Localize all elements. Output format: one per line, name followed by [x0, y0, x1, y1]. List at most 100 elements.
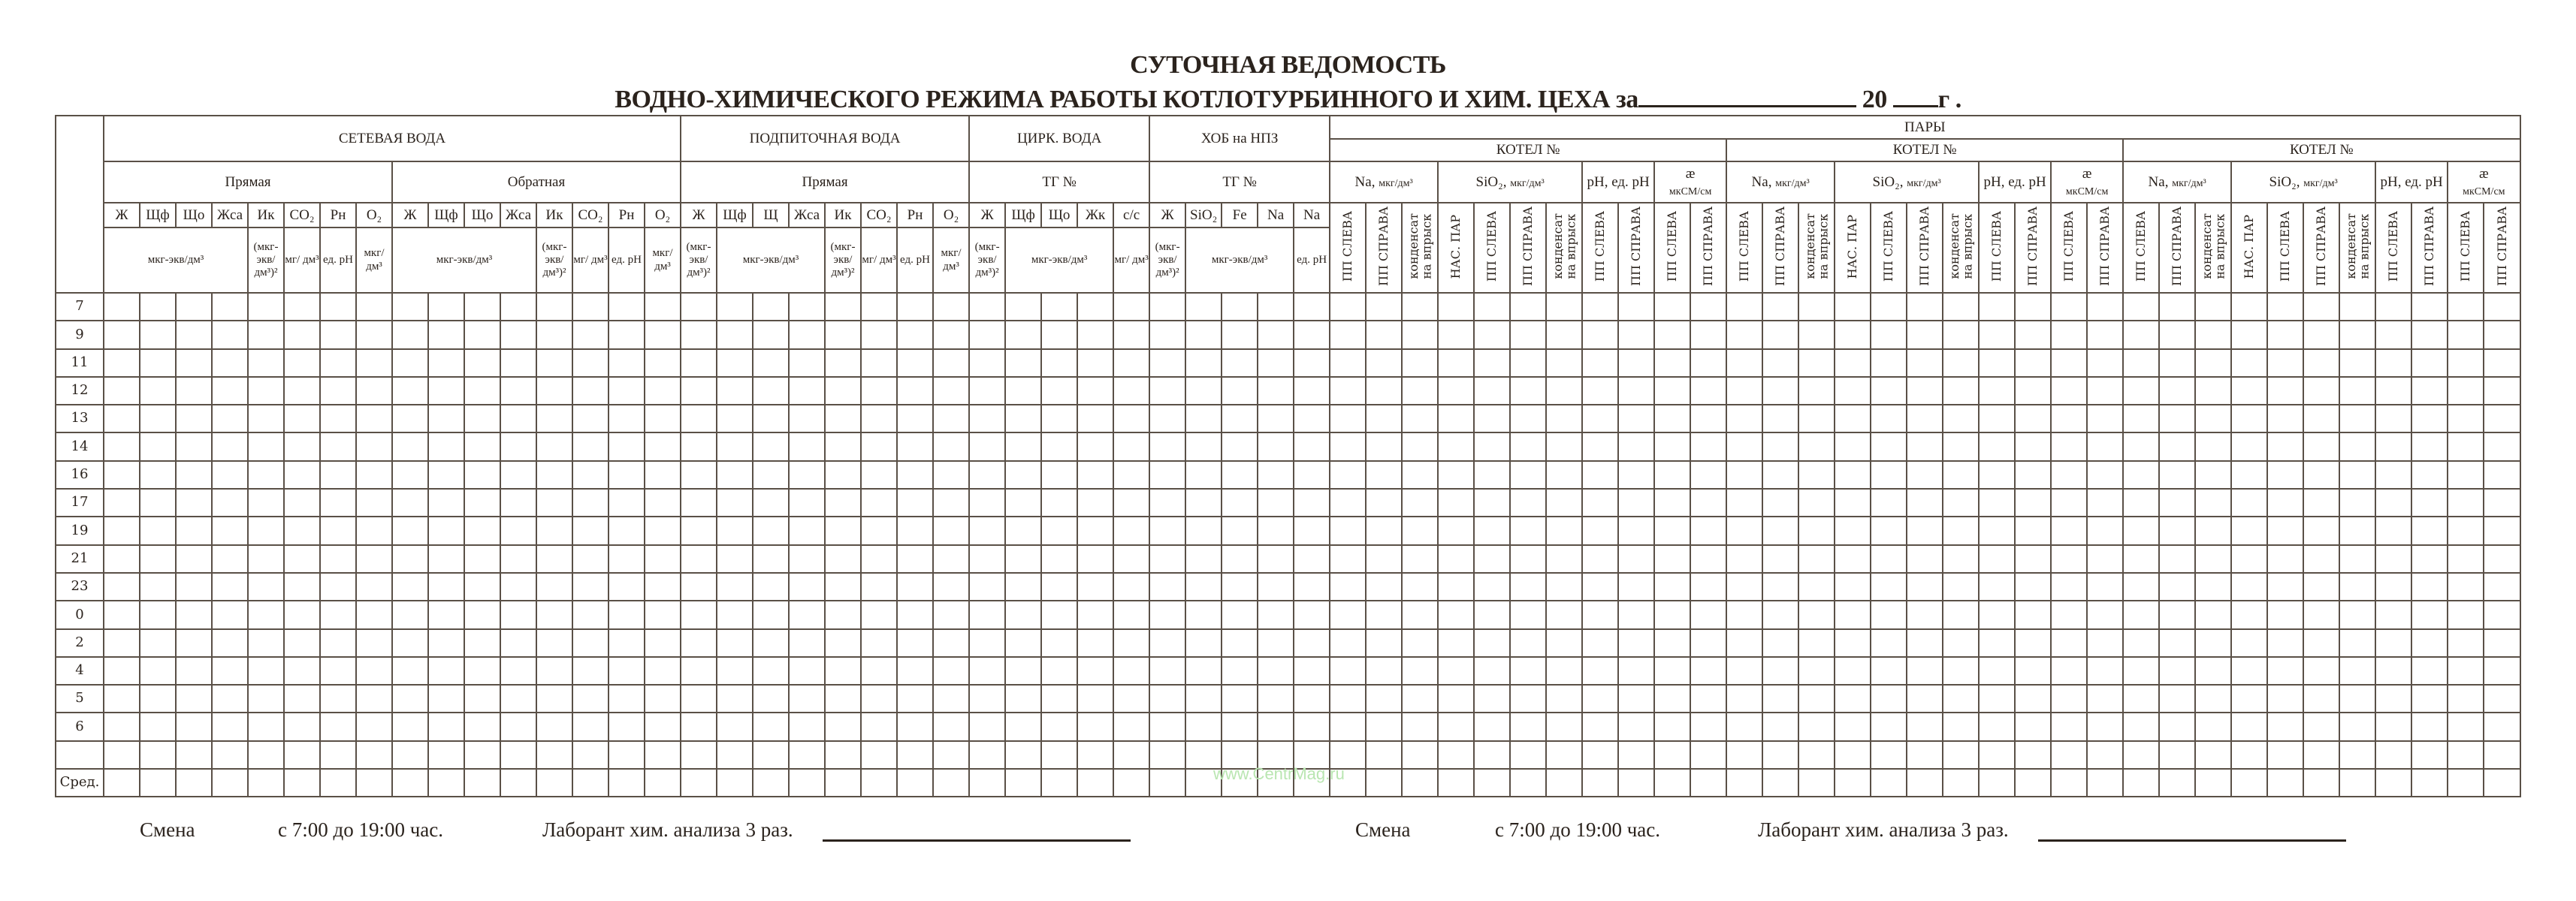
data-entry-cell[interactable]	[1149, 460, 1187, 490]
data-entry-cell[interactable]	[175, 432, 213, 462]
data-entry-cell[interactable]	[1834, 740, 1872, 770]
data-entry-cell[interactable]	[752, 404, 790, 434]
data-entry-cell[interactable]	[1762, 516, 1800, 546]
data-entry-cell[interactable]	[644, 404, 681, 434]
data-entry-cell[interactable]	[139, 684, 177, 714]
data-entry-cell[interactable]	[464, 375, 501, 406]
data-entry-cell[interactable]	[2303, 291, 2341, 322]
data-entry-cell[interactable]	[1581, 768, 1620, 798]
data-entry-cell[interactable]	[103, 768, 140, 798]
data-entry-cell[interactable]	[2158, 655, 2197, 686]
data-entry-cell[interactable]	[1690, 404, 1728, 434]
data-entry-cell[interactable]	[427, 768, 465, 798]
data-entry-cell[interactable]	[1690, 348, 1728, 378]
data-entry-cell[interactable]	[1942, 740, 1980, 770]
data-entry-cell[interactable]	[391, 516, 429, 546]
data-entry-cell[interactable]	[2411, 488, 2449, 518]
data-entry-cell[interactable]	[1653, 460, 1692, 490]
data-entry-cell[interactable]	[103, 348, 140, 378]
data-entry-cell[interactable]	[319, 628, 357, 658]
data-entry-cell[interactable]	[2086, 432, 2125, 462]
data-entry-cell[interactable]	[427, 655, 465, 686]
data-entry-cell[interactable]	[1149, 655, 1187, 686]
data-entry-cell[interactable]	[860, 320, 898, 350]
data-entry-cell[interactable]	[1942, 600, 1980, 630]
data-entry-cell[interactable]	[2194, 348, 2233, 378]
data-entry-cell[interactable]	[427, 544, 465, 574]
data-entry-cell[interactable]	[427, 628, 465, 658]
data-entry-cell[interactable]	[2086, 684, 2125, 714]
data-entry-cell[interactable]	[1617, 655, 1656, 686]
data-entry-cell[interactable]	[355, 684, 393, 714]
data-entry-cell[interactable]	[1870, 768, 1908, 798]
data-entry-cell[interactable]	[1906, 348, 1944, 378]
data-entry-cell[interactable]	[1581, 571, 1620, 602]
data-entry-cell[interactable]	[1004, 432, 1043, 462]
data-entry-cell[interactable]	[1653, 348, 1692, 378]
data-entry-cell[interactable]	[2303, 571, 2341, 602]
data-entry-cell[interactable]	[2158, 740, 2197, 770]
data-entry-cell[interactable]	[355, 740, 393, 770]
data-entry-cell[interactable]	[1401, 712, 1439, 742]
data-entry-cell[interactable]	[2194, 684, 2233, 714]
data-entry-cell[interactable]	[2194, 740, 2233, 770]
data-entry-cell[interactable]	[2411, 544, 2449, 574]
data-entry-cell[interactable]	[1257, 320, 1295, 350]
data-entry-cell[interactable]	[1509, 571, 1548, 602]
data-entry-cell[interactable]	[608, 740, 645, 770]
data-entry-cell[interactable]	[536, 544, 573, 574]
data-entry-cell[interactable]	[1113, 740, 1151, 770]
data-entry-cell[interactable]	[2230, 291, 2269, 322]
data-entry-cell[interactable]	[1798, 291, 1836, 322]
data-entry-cell[interactable]	[2230, 404, 2269, 434]
data-entry-cell[interactable]	[2158, 768, 2197, 798]
data-entry-cell[interactable]	[2339, 684, 2377, 714]
data-entry-cell[interactable]	[896, 516, 934, 546]
data-entry-cell[interactable]	[2447, 571, 2485, 602]
data-entry-cell[interactable]	[2483, 628, 2521, 658]
data-entry-cell[interactable]	[932, 348, 971, 378]
data-entry-cell[interactable]	[1617, 600, 1656, 630]
data-entry-cell[interactable]	[968, 404, 1007, 434]
data-entry-cell[interactable]	[2086, 571, 2125, 602]
data-entry-cell[interactable]	[680, 488, 717, 518]
data-entry-cell[interactable]	[752, 768, 790, 798]
data-entry-cell[interactable]	[1149, 516, 1187, 546]
data-entry-cell[interactable]	[1942, 768, 1980, 798]
data-entry-cell[interactable]	[2086, 291, 2125, 322]
data-entry-cell[interactable]	[1942, 348, 1980, 378]
data-entry-cell[interactable]	[1401, 516, 1439, 546]
data-entry-cell[interactable]	[752, 432, 790, 462]
data-entry-cell[interactable]	[2303, 655, 2341, 686]
data-entry-cell[interactable]	[2303, 432, 2341, 462]
data-entry-cell[interactable]	[1329, 516, 1367, 546]
data-entry-cell[interactable]	[752, 320, 790, 350]
data-entry-cell[interactable]	[1509, 740, 1548, 770]
data-entry-cell[interactable]	[1762, 628, 1800, 658]
data-entry-cell[interactable]	[1113, 291, 1151, 322]
data-entry-cell[interactable]	[932, 768, 971, 798]
data-entry-cell[interactable]	[2303, 600, 2341, 630]
data-entry-cell[interactable]	[1185, 544, 1223, 574]
data-entry-cell[interactable]	[175, 544, 213, 574]
data-entry-cell[interactable]	[1509, 348, 1548, 378]
year-blank-field[interactable]	[1892, 84, 1938, 107]
data-entry-cell[interactable]	[1221, 684, 1259, 714]
data-entry-cell[interactable]	[1077, 348, 1115, 378]
data-entry-cell[interactable]	[824, 516, 862, 546]
data-entry-cell[interactable]	[1077, 628, 1115, 658]
data-entry-cell[interactable]	[464, 544, 501, 574]
data-entry-cell[interactable]	[2339, 571, 2377, 602]
data-entry-cell[interactable]	[1077, 320, 1115, 350]
data-entry-cell[interactable]	[1257, 348, 1295, 378]
data-entry-cell[interactable]	[391, 404, 429, 434]
data-entry-cell[interactable]	[1762, 740, 1800, 770]
data-entry-cell[interactable]	[2194, 404, 2233, 434]
data-entry-cell[interactable]	[1004, 655, 1043, 686]
data-entry-cell[interactable]	[2447, 655, 2485, 686]
data-entry-cell[interactable]	[1437, 488, 1475, 518]
data-entry-cell[interactable]	[2303, 684, 2341, 714]
data-entry-cell[interactable]	[572, 712, 609, 742]
data-entry-cell[interactable]	[1401, 655, 1439, 686]
data-entry-cell[interactable]	[1726, 432, 1764, 462]
